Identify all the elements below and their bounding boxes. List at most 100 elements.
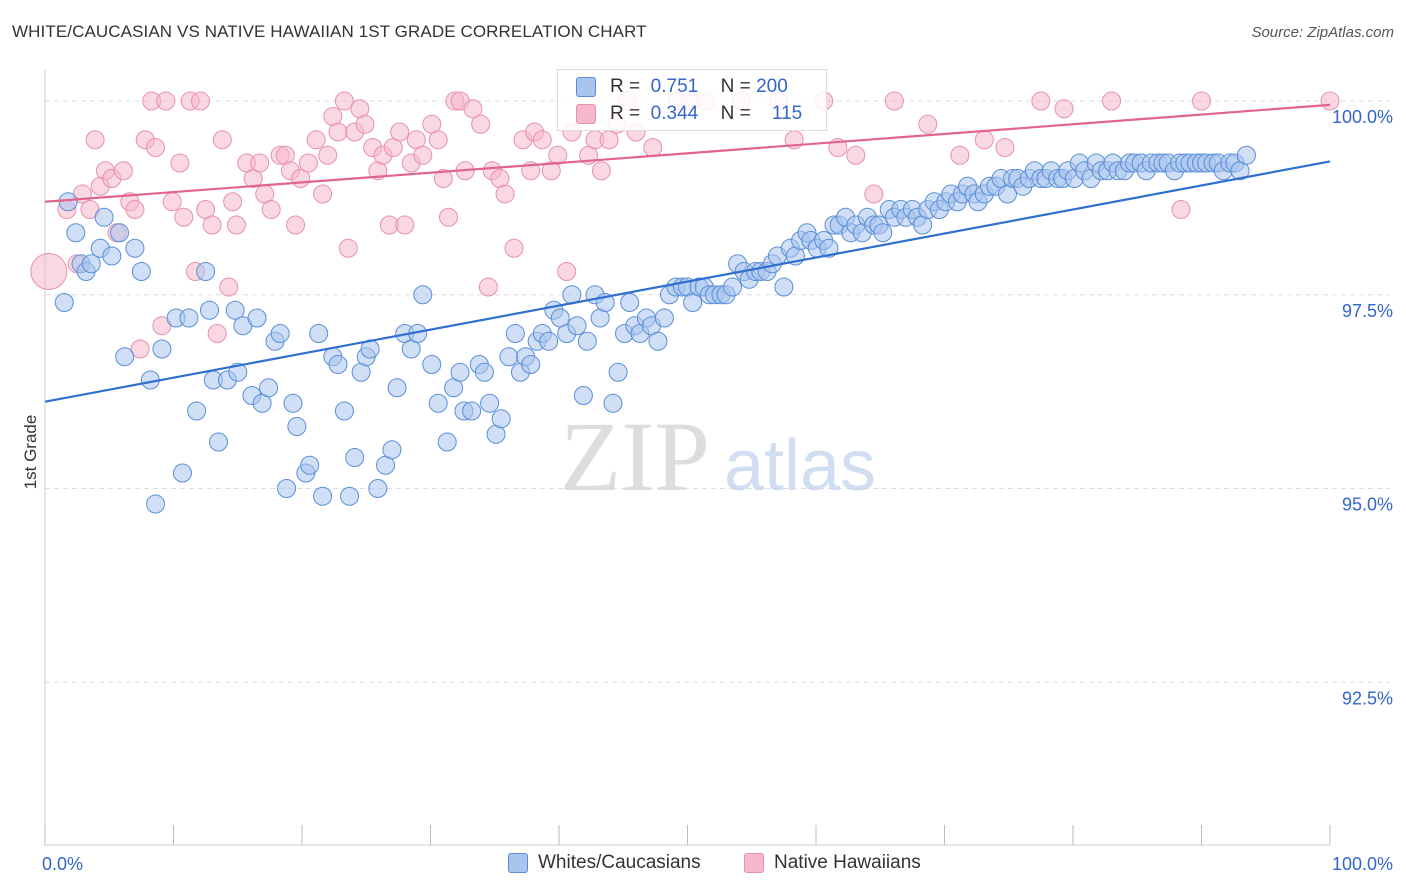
blue-point bbox=[608, 362, 628, 382]
pink-point bbox=[1102, 91, 1122, 111]
blue-point bbox=[58, 192, 78, 212]
blue-point bbox=[146, 494, 166, 514]
blue-point bbox=[654, 308, 674, 328]
blue-point bbox=[199, 300, 219, 320]
pink-point bbox=[334, 91, 354, 111]
pink-point bbox=[504, 238, 524, 258]
blue-point bbox=[480, 393, 500, 413]
x-tick-label: 100.0% bbox=[1332, 854, 1393, 874]
blue-point bbox=[1236, 145, 1256, 165]
pink-point bbox=[219, 277, 239, 297]
legend-swatch-pink bbox=[576, 104, 596, 124]
legend-swatch-blue bbox=[508, 853, 528, 873]
blue-point bbox=[328, 355, 348, 374]
pink-point bbox=[884, 91, 904, 111]
y-tick-label: 92.5% bbox=[1342, 688, 1393, 708]
pink-point bbox=[113, 161, 133, 181]
legend-item-whites[interactable]: Whites/Caucasians bbox=[508, 852, 701, 874]
blue-point bbox=[505, 324, 525, 343]
blue-point bbox=[577, 331, 597, 351]
pink-point bbox=[864, 184, 884, 204]
blue-point bbox=[300, 455, 320, 475]
pink-point bbox=[918, 114, 938, 134]
blue-point bbox=[873, 223, 893, 243]
blue-point bbox=[567, 316, 587, 336]
blue-point bbox=[309, 324, 329, 343]
series-native-hawaiians bbox=[30, 91, 1340, 359]
blue-point bbox=[387, 378, 407, 398]
pink-point bbox=[125, 200, 145, 219]
pink-point bbox=[313, 184, 333, 204]
pink-point bbox=[261, 200, 281, 219]
pink-point bbox=[1031, 91, 1051, 111]
legend-row-whites: R = 0.751 N = 200 bbox=[576, 75, 788, 99]
blue-point bbox=[450, 362, 470, 382]
pink-point bbox=[478, 277, 498, 297]
pink-point bbox=[438, 207, 458, 227]
blue-point bbox=[491, 409, 511, 429]
legend-swatch-blue bbox=[576, 77, 596, 97]
blue-point bbox=[287, 417, 307, 436]
blue-point bbox=[259, 378, 279, 398]
pink-point bbox=[30, 253, 68, 290]
pink-point bbox=[338, 238, 358, 258]
pink-point bbox=[85, 130, 105, 150]
pink-point bbox=[428, 130, 448, 150]
blue-point bbox=[603, 393, 623, 413]
trend-line-whites bbox=[44, 160, 1331, 403]
blue-point bbox=[474, 362, 494, 382]
pink-point bbox=[202, 215, 222, 235]
y-axis-label: 1st Grade bbox=[21, 415, 40, 490]
blue-point bbox=[187, 401, 207, 421]
pink-point bbox=[995, 138, 1015, 157]
pink-point bbox=[298, 153, 318, 173]
r-label: R = bbox=[610, 76, 641, 97]
blue-point bbox=[340, 486, 360, 506]
pink-point bbox=[170, 153, 190, 173]
axes bbox=[44, 70, 1331, 846]
blue-point bbox=[208, 432, 228, 452]
legend-item-hawaiians[interactable]: Native Hawaiians bbox=[744, 852, 921, 874]
pink-point bbox=[207, 324, 227, 343]
pink-point bbox=[390, 122, 410, 142]
pink-point bbox=[433, 169, 453, 188]
r-label: R = bbox=[610, 103, 641, 124]
blue-point bbox=[334, 401, 354, 421]
blue-point bbox=[499, 347, 519, 367]
pink-point bbox=[318, 145, 338, 165]
n-label: N = bbox=[720, 76, 751, 97]
pink-point bbox=[212, 130, 232, 150]
blue-point bbox=[152, 339, 172, 359]
blue-point bbox=[225, 300, 245, 320]
pink-point bbox=[557, 262, 577, 281]
pink-point bbox=[223, 192, 243, 212]
blue-point bbox=[66, 223, 86, 243]
pink-point bbox=[174, 207, 194, 227]
pink-point bbox=[548, 145, 568, 165]
pink-point bbox=[413, 145, 433, 165]
pink-point bbox=[463, 99, 483, 119]
blue-point bbox=[94, 207, 114, 227]
trend-lines bbox=[44, 103, 1331, 403]
blue-point bbox=[179, 308, 199, 328]
pink-point bbox=[643, 138, 663, 157]
r-value: 0.751 bbox=[650, 76, 699, 97]
n-value: 115 bbox=[771, 103, 803, 124]
blue-point bbox=[115, 347, 135, 367]
correlation-legend: R = 0.751 N = 200 R = 0.344 N = 115 bbox=[557, 69, 827, 131]
pink-point bbox=[355, 114, 375, 134]
blue-point bbox=[54, 293, 74, 312]
pink-point bbox=[846, 145, 866, 165]
blue-point bbox=[283, 393, 303, 413]
blue-point bbox=[437, 432, 457, 452]
pink-point bbox=[1192, 91, 1211, 111]
pink-point bbox=[974, 130, 994, 150]
pink-point bbox=[306, 130, 326, 150]
pink-point bbox=[591, 161, 611, 181]
blue-point bbox=[620, 293, 640, 312]
blue-point bbox=[462, 401, 482, 421]
pink-point bbox=[1171, 200, 1191, 219]
r-value: 0.344 bbox=[650, 103, 699, 124]
pink-point bbox=[156, 91, 176, 111]
